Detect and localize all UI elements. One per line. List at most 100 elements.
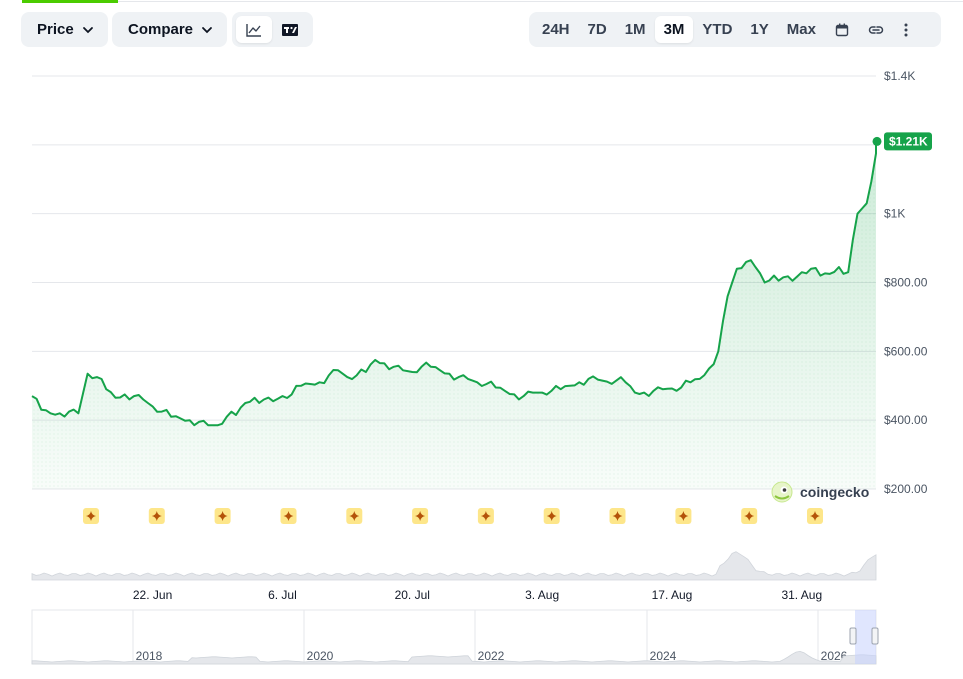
data-point [551, 390, 552, 391]
event-marker-icon[interactable] [148, 508, 165, 524]
current-price-label: $1.21K [889, 134, 928, 148]
data-point [764, 282, 765, 283]
navigator-year-label: 2020 [307, 649, 334, 663]
data-point [542, 392, 543, 393]
data-point [486, 383, 487, 384]
event-marker-icon[interactable] [477, 508, 494, 524]
data-point [569, 385, 570, 386]
data-point [115, 397, 116, 398]
data-point [811, 268, 812, 269]
data-point [653, 390, 654, 391]
data-point [171, 416, 172, 417]
navigator-year-label: 2026 [821, 649, 848, 663]
data-point [161, 411, 162, 412]
x-tick-label: 22. Jun [133, 588, 172, 602]
navigator-history-fill [31, 650, 877, 665]
coingecko-logo-icon [771, 481, 793, 503]
data-point [328, 375, 329, 376]
event-markers [83, 508, 823, 524]
data-point [801, 272, 802, 273]
calendar-button[interactable] [825, 16, 859, 43]
tradingview-button[interactable] [272, 16, 308, 43]
data-point [402, 370, 403, 371]
event-marker-icon[interactable] [214, 508, 231, 524]
link-icon [868, 25, 884, 34]
price-dropdown-button[interactable]: Price [21, 12, 108, 47]
data-point [412, 371, 413, 372]
data-point [644, 392, 645, 393]
navigator-year-label: 2024 [650, 649, 677, 663]
event-marker-icon[interactable] [346, 508, 363, 524]
data-point [217, 425, 218, 426]
data-point [606, 381, 607, 382]
y-axis: $200.00$400.00$600.00$800.00$1K$1.2K$1.4… [884, 69, 928, 496]
volume-fill [31, 551, 877, 581]
event-marker-icon[interactable] [609, 508, 626, 524]
y-tick-label: $200.00 [884, 482, 928, 496]
range-max[interactable]: Max [786, 21, 816, 38]
data-point [254, 397, 255, 398]
range-1y[interactable]: 1Y [750, 21, 769, 38]
more-options-button[interactable] [893, 16, 919, 43]
data-point [300, 385, 301, 386]
data-point [273, 401, 274, 402]
data-point [338, 370, 339, 371]
data-point [310, 383, 311, 384]
data-point [449, 373, 450, 374]
navigator-year-label: 2022 [478, 649, 505, 663]
navigator-frame [31, 609, 877, 665]
chevron-down-icon [202, 26, 212, 33]
data-point [736, 268, 737, 269]
data-point [727, 296, 728, 297]
data-point [78, 413, 79, 414]
navigator-left-handle[interactable] [849, 627, 857, 645]
event-marker-icon[interactable] [807, 508, 823, 524]
data-point [783, 277, 784, 278]
data-point [625, 382, 626, 383]
time-range-selector: 24H 7D 1M 3M YTD 1Y Max [529, 12, 941, 47]
event-marker-icon[interactable] [83, 508, 99, 524]
event-marker-icon[interactable] [543, 508, 560, 524]
data-point [477, 382, 478, 383]
watermark-text: coingecko [800, 484, 869, 500]
data-point [41, 409, 42, 410]
data-point [96, 377, 97, 378]
data-point [356, 375, 357, 376]
data-point [820, 275, 821, 276]
compare-dropdown-button[interactable]: Compare [112, 12, 227, 47]
navigator-right-handle[interactable] [871, 627, 879, 645]
event-marker-icon[interactable] [412, 508, 429, 524]
data-point [458, 377, 459, 378]
data-point [755, 266, 756, 267]
range-1m[interactable]: 1M [624, 21, 646, 38]
event-marker-icon[interactable] [675, 508, 692, 524]
data-point [504, 390, 505, 391]
event-marker-icon[interactable] [280, 508, 297, 524]
range-ytd[interactable]: YTD [702, 21, 733, 38]
x-tick-label: 20. Jul [395, 588, 430, 602]
range-24h[interactable]: 24H [542, 21, 570, 38]
data-point [440, 370, 441, 371]
data-point [857, 213, 858, 214]
y-tick-label: $800.00 [884, 276, 928, 290]
line-chart-button[interactable] [236, 16, 272, 43]
range-navigator[interactable]: 2018 2020 2022 2024 2026 [31, 609, 879, 665]
current-price-dot [872, 136, 882, 146]
range-7d[interactable]: 7D [587, 21, 607, 38]
data-point [263, 399, 264, 400]
navigator-selection[interactable] [855, 610, 876, 664]
x-tick-label: 31. Aug [781, 588, 822, 602]
data-point [514, 394, 515, 395]
data-point [560, 389, 561, 390]
data-point [597, 379, 598, 380]
data-point [31, 396, 32, 397]
y-tick-label: $1.4K [884, 69, 915, 83]
range-3m[interactable]: 3M [654, 16, 694, 43]
x-tick-label: 3. Aug [525, 588, 559, 602]
data-point [616, 380, 617, 381]
active-tab-indicator [22, 0, 118, 3]
price-line [31, 141, 877, 427]
share-link-button[interactable] [859, 16, 893, 43]
event-marker-icon[interactable] [741, 508, 758, 524]
